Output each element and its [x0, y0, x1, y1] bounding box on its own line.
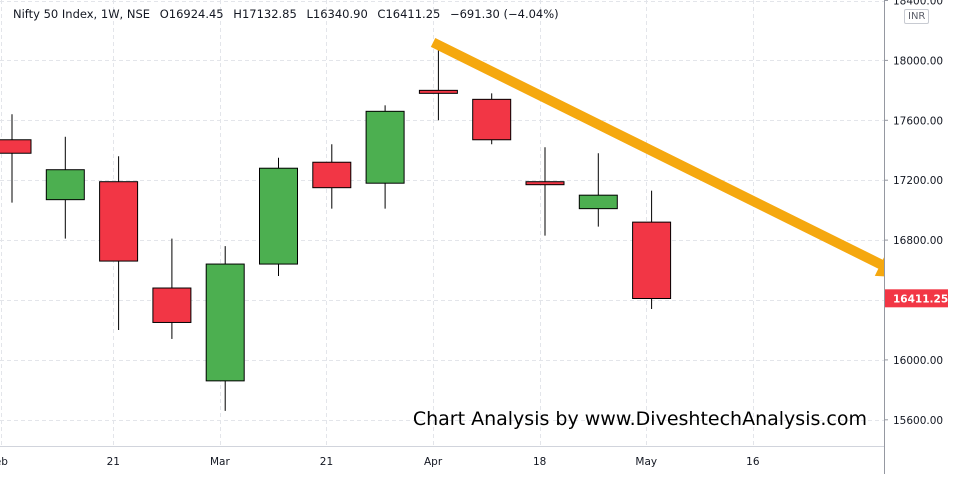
x-tick-label: 16: [746, 456, 760, 468]
candle: [0, 114, 32, 203]
candle: [365, 105, 405, 209]
trend-arrow-line: [430, 37, 884, 270]
candle: [525, 147, 565, 236]
candle: [632, 190, 672, 309]
candle: [152, 238, 192, 339]
low-value: L16340.90: [306, 7, 368, 21]
candle-body-down: [472, 98, 512, 141]
x-tick-label: eb: [0, 456, 8, 468]
x-tick-label: 21: [107, 456, 120, 468]
x-tick-label: 21: [320, 456, 333, 468]
candle-body-down: [99, 181, 139, 262]
candle: [45, 136, 85, 239]
y-tick-label: 17200.00: [893, 175, 943, 187]
candle: [418, 45, 458, 121]
candle-body-up: [259, 167, 298, 265]
plot-group: [0, 0, 884, 446]
x-tick-label: 18: [533, 456, 546, 468]
candle-body-down: [525, 181, 565, 186]
last-price-label: 16411.25: [893, 293, 948, 305]
y-tick-label: 18000.00: [893, 55, 943, 67]
x-tick-label: Apr: [424, 456, 443, 468]
candle-body-up: [205, 263, 245, 382]
candle-body-down: [312, 161, 352, 189]
candle: [472, 93, 512, 145]
open-value: O16924.45: [159, 7, 224, 21]
watermark-text: Chart Analysis by www.DiveshtechAnalysis…: [412, 408, 867, 430]
candle: [99, 156, 139, 330]
last-price-label-bg: [885, 289, 948, 308]
trend-arrow-head: [874, 257, 884, 277]
y-tick-label: 16800.00: [893, 235, 943, 247]
candle-body-up: [365, 110, 405, 184]
change-value: −691.30 (−4.04%): [449, 7, 559, 21]
symbol-label: Nifty 50 Index, 1W, NSE: [13, 7, 151, 21]
high-value: H17132.85: [233, 7, 297, 21]
close-value: C16411.25: [377, 7, 441, 21]
y-tick-label: 17600.00: [893, 115, 943, 127]
candle-body-down: [418, 89, 458, 94]
x-tick-label: May: [635, 456, 657, 468]
trend-arrow: [430, 37, 884, 277]
candle: [205, 246, 245, 411]
x-tick-label: Mar: [210, 456, 230, 468]
currency-badge[interactable]: INR: [904, 9, 930, 24]
candle-body-down: [0, 139, 32, 154]
y-tick-label: 18400.00: [893, 0, 943, 8]
candle: [259, 157, 298, 277]
candle: [312, 144, 352, 209]
candle-body-down: [632, 221, 672, 300]
candle: [578, 153, 618, 227]
symbol-legend: Nifty 50 Index, 1W, NSE O16924.45 H17132…: [13, 7, 565, 21]
candle-body-up: [45, 169, 85, 201]
y-tick-label: 15600.00: [893, 415, 943, 427]
candle-body-up: [578, 194, 618, 210]
y-tick-label: 16000.00: [893, 355, 943, 367]
candle-body-down: [152, 287, 192, 323]
